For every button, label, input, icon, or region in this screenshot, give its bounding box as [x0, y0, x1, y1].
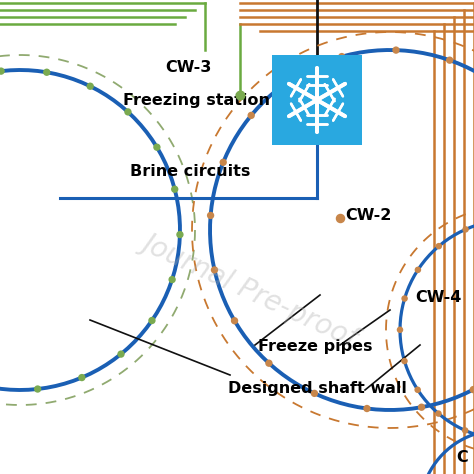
- Point: [78, 374, 86, 382]
- Point: [176, 231, 184, 238]
- Point: [310, 390, 318, 397]
- Point: [124, 108, 132, 116]
- Point: [0, 67, 5, 75]
- Text: Freezing station: Freezing station: [123, 92, 270, 108]
- Point: [43, 68, 51, 76]
- Point: [469, 386, 474, 393]
- Point: [414, 266, 422, 273]
- Point: [117, 350, 125, 358]
- Point: [219, 158, 227, 166]
- Point: [153, 144, 161, 151]
- Point: [401, 357, 408, 365]
- Text: Brine circuits: Brine circuits: [129, 164, 250, 180]
- Point: [396, 326, 404, 334]
- Point: [148, 317, 156, 324]
- Point: [392, 46, 400, 54]
- Text: Freeze pipes: Freeze pipes: [258, 339, 373, 355]
- Point: [236, 91, 244, 99]
- FancyBboxPatch shape: [272, 55, 362, 145]
- Point: [231, 317, 238, 325]
- Point: [461, 427, 469, 434]
- Point: [265, 359, 273, 367]
- Point: [401, 295, 409, 302]
- Point: [207, 212, 214, 219]
- Text: C: C: [456, 450, 468, 465]
- Point: [338, 53, 346, 60]
- Point: [211, 266, 219, 273]
- Point: [446, 56, 454, 64]
- Point: [86, 82, 94, 90]
- Point: [171, 185, 179, 193]
- Text: CW-2: CW-2: [345, 208, 392, 223]
- Point: [168, 276, 176, 283]
- Point: [414, 386, 421, 393]
- Text: Journal Pre-proof: Journal Pre-proof: [138, 228, 362, 352]
- Point: [435, 410, 442, 418]
- Point: [34, 385, 41, 393]
- Point: [288, 75, 296, 83]
- Text: CW-4: CW-4: [415, 290, 461, 305]
- Point: [418, 403, 425, 411]
- Text: CW-3: CW-3: [165, 60, 211, 75]
- Point: [435, 242, 443, 250]
- Text: Designed shaft wall: Designed shaft wall: [228, 381, 407, 395]
- Point: [363, 405, 371, 412]
- Point: [462, 226, 469, 233]
- Point: [336, 214, 344, 222]
- Point: [247, 111, 255, 119]
